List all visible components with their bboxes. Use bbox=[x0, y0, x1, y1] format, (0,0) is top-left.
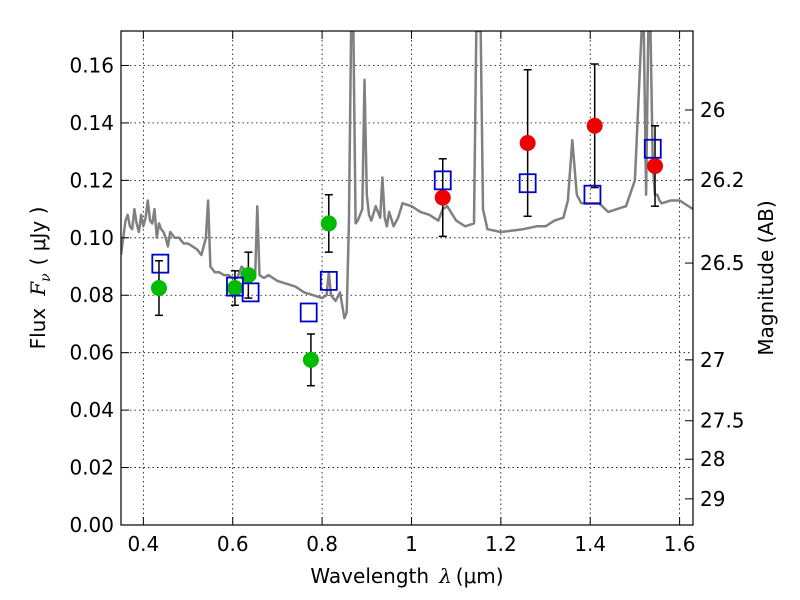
model-photometry-point bbox=[518, 173, 537, 194]
x-tick-label: 0.6 bbox=[217, 532, 249, 556]
model-photometry-point bbox=[583, 184, 602, 205]
right-tick-label: 26.5 bbox=[700, 251, 745, 275]
y-tick-label: 0.12 bbox=[69, 168, 114, 192]
observed-optical-point bbox=[302, 351, 319, 368]
observed-optical-point bbox=[320, 215, 337, 232]
y-tick-label: 0.06 bbox=[69, 341, 114, 365]
model-photometry-point bbox=[643, 138, 662, 159]
observed-optical-point bbox=[150, 280, 167, 297]
y-tick-label: 0.08 bbox=[69, 283, 114, 307]
y-axis-unit: ( μJy ) bbox=[26, 207, 50, 266]
y-tick-label: 0.10 bbox=[69, 226, 114, 250]
x-axis-title: Wavelength λ (μm) bbox=[310, 564, 503, 588]
right-tick-label: 27 bbox=[700, 348, 725, 372]
x-axis-label: Wavelength bbox=[310, 564, 429, 588]
grid-lines bbox=[121, 31, 693, 526]
model-photometry-point bbox=[151, 253, 170, 274]
model-photometry-point bbox=[299, 302, 318, 323]
y-tick-label: 0.02 bbox=[69, 456, 114, 480]
x-tick-label: 1 bbox=[405, 532, 418, 556]
x-tick-label: 0.8 bbox=[306, 532, 338, 556]
observed-optical-point bbox=[226, 280, 243, 297]
y-tick-label: 0.16 bbox=[69, 53, 114, 77]
y-tick-label: 0.00 bbox=[69, 513, 114, 537]
observed-nir-point bbox=[434, 189, 451, 206]
right-tick-label: 26.2 bbox=[700, 168, 745, 192]
y-axis-label: Flux bbox=[26, 308, 50, 350]
observed-nir-point bbox=[586, 117, 603, 134]
spectrum-line bbox=[121, 31, 693, 320]
plot-frame bbox=[120, 30, 694, 526]
model-photometry-point bbox=[319, 270, 338, 291]
observed-nir-point bbox=[647, 157, 664, 174]
right-tick-label: 28 bbox=[700, 447, 725, 471]
x-axis-unit: (μm) bbox=[456, 564, 504, 588]
data-points bbox=[150, 63, 664, 387]
y-axis-subscript: ν bbox=[38, 273, 54, 282]
x-tick-label: 1.6 bbox=[664, 532, 696, 556]
axis-ticks: 0.4 0.6 0.8 1 1.2 1.4 1.6 0.00 0.02 0.04 0.06 0.08 0… bbox=[69, 31, 745, 556]
x-tick-label: 1.2 bbox=[485, 532, 517, 556]
right-tick-label: 29 bbox=[700, 487, 725, 511]
model-photometry-point bbox=[433, 170, 452, 191]
y-axis-title: Flux Fν ( μJy ) bbox=[26, 207, 54, 350]
x-tick-label: 1.4 bbox=[574, 532, 606, 556]
observed-nir-point bbox=[519, 135, 536, 152]
model-photometry-point bbox=[241, 282, 260, 303]
y-tick-label: 0.14 bbox=[69, 111, 114, 135]
x-tick-label: 0.4 bbox=[127, 532, 159, 556]
right-tick-label: 27.5 bbox=[700, 409, 745, 433]
y-tick-label: 0.04 bbox=[69, 398, 114, 422]
right-axis-title: Magnitude (AB) bbox=[754, 200, 778, 355]
y-axis-symbol: F bbox=[26, 281, 50, 297]
x-axis-symbol: λ bbox=[438, 564, 452, 588]
plot-data bbox=[121, 31, 693, 320]
right-tick-label: 26 bbox=[700, 98, 725, 122]
